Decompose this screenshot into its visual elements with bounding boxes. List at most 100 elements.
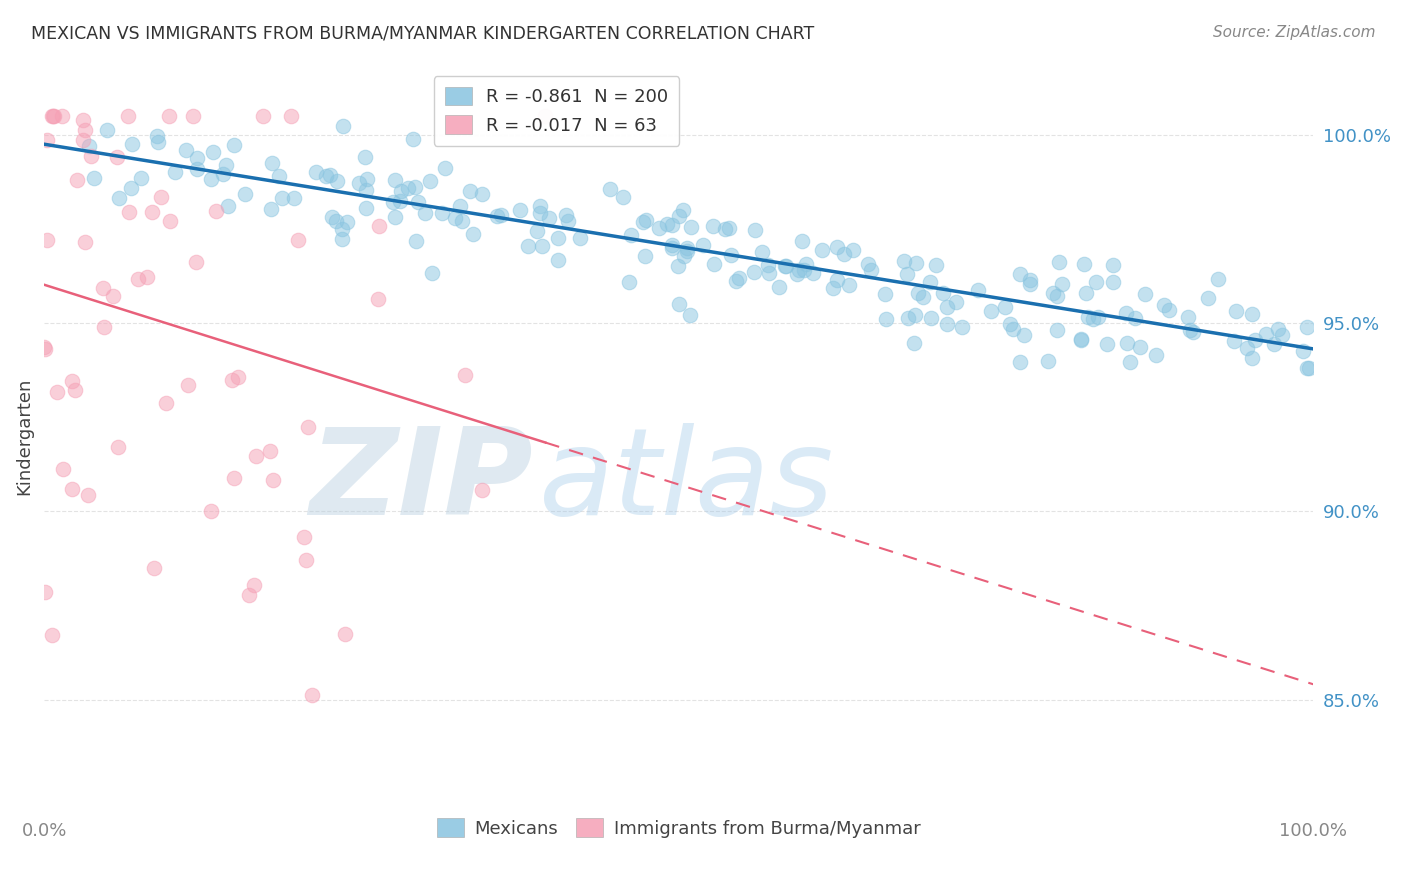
Point	[612, 190, 634, 204]
Point	[270, 191, 292, 205]
Point	[1050, 277, 1073, 291]
Point	[873, 287, 896, 301]
Point	[108, 191, 131, 205]
Point	[1254, 326, 1277, 341]
Point	[184, 255, 207, 269]
Point	[72, 133, 94, 147]
Point	[368, 219, 391, 234]
Point	[96, 122, 118, 136]
Point	[101, 289, 124, 303]
Point	[920, 275, 942, 289]
Point	[668, 209, 690, 223]
Point	[1133, 286, 1156, 301]
Point	[353, 150, 375, 164]
Point	[356, 171, 378, 186]
Point	[1045, 289, 1067, 303]
Point	[127, 272, 149, 286]
Point	[222, 471, 245, 485]
Point	[129, 171, 152, 186]
Point	[200, 504, 222, 518]
Point	[775, 260, 797, 274]
Point	[76, 488, 98, 502]
Point	[295, 553, 318, 567]
Text: Source: ZipAtlas.com: Source: ZipAtlas.com	[1212, 25, 1375, 40]
Point	[617, 275, 640, 289]
Point	[367, 292, 389, 306]
Point	[554, 208, 576, 222]
Point	[920, 310, 942, 325]
Point	[93, 320, 115, 334]
Point	[1119, 355, 1142, 369]
Point	[325, 214, 347, 228]
Point	[717, 220, 740, 235]
Point	[413, 205, 436, 219]
Point	[430, 206, 453, 220]
Point	[1159, 303, 1181, 318]
Point	[354, 202, 377, 216]
Point	[117, 109, 139, 123]
Point	[932, 285, 955, 300]
Point	[37, 233, 59, 247]
Point	[1010, 354, 1032, 368]
Point	[725, 274, 748, 288]
Point	[444, 211, 467, 225]
Point	[534, 109, 557, 123]
Point	[259, 444, 281, 458]
Point	[433, 161, 456, 175]
Point	[1087, 310, 1109, 324]
Point	[1012, 328, 1035, 343]
Point	[1042, 286, 1064, 301]
Point	[1241, 351, 1264, 365]
Point	[326, 174, 349, 188]
Point	[283, 191, 305, 205]
Point	[297, 420, 319, 434]
Point	[756, 259, 779, 273]
Point	[1019, 277, 1042, 291]
Point	[319, 168, 342, 182]
Point	[301, 688, 323, 702]
Point	[875, 312, 897, 326]
Point	[1077, 310, 1099, 324]
Point	[904, 308, 927, 322]
Point	[91, 281, 114, 295]
Point	[1047, 254, 1070, 268]
Point	[174, 143, 197, 157]
Text: ZIP: ZIP	[309, 423, 533, 540]
Point	[107, 441, 129, 455]
Point	[245, 449, 267, 463]
Point	[145, 128, 167, 143]
Point	[215, 157, 238, 171]
Point	[315, 169, 337, 183]
Point	[967, 283, 990, 297]
Point	[945, 294, 967, 309]
Point	[676, 244, 699, 258]
Point	[1036, 354, 1059, 368]
Point	[636, 212, 658, 227]
Point	[661, 241, 683, 255]
Point	[489, 208, 512, 222]
Point	[547, 252, 569, 267]
Point	[692, 238, 714, 252]
Point	[1018, 273, 1040, 287]
Point	[1295, 361, 1317, 376]
Point	[905, 256, 928, 270]
Point	[243, 578, 266, 592]
Point	[420, 266, 443, 280]
Point	[790, 234, 813, 248]
Point	[1197, 291, 1219, 305]
Point	[405, 235, 427, 249]
Point	[1177, 310, 1199, 325]
Point	[509, 203, 531, 218]
Point	[529, 206, 551, 220]
Point	[45, 385, 67, 400]
Point	[149, 190, 172, 204]
Point	[838, 277, 860, 292]
Point	[382, 195, 405, 210]
Point	[517, 239, 540, 253]
Point	[118, 205, 141, 219]
Point	[1208, 272, 1230, 286]
Point	[1115, 335, 1137, 350]
Point	[305, 165, 328, 179]
Point	[269, 169, 291, 183]
Point	[1222, 334, 1244, 348]
